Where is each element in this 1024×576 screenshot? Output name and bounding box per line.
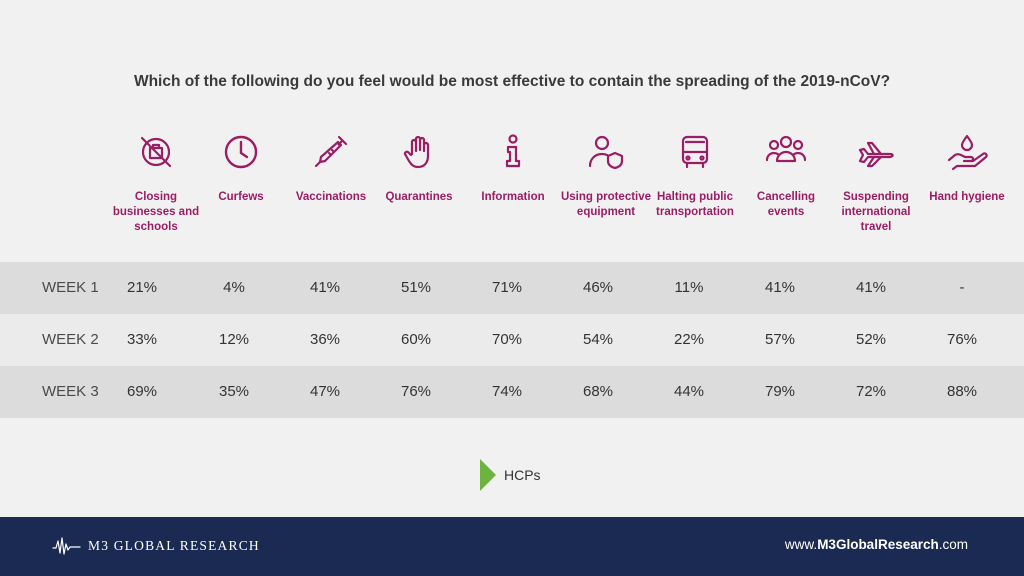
column-header-transport: Halting public transportation (649, 128, 741, 220)
table-cell: 35% (218, 383, 250, 400)
table-cell: 79% (764, 383, 796, 400)
legend: HCPs (480, 459, 541, 491)
table-cell: - (959, 279, 965, 296)
column-label: Vaccinations (295, 191, 367, 203)
table-cell: 88% (946, 383, 978, 400)
table-cell: 60% (400, 331, 432, 348)
triangle-icon (480, 459, 496, 491)
table-cell: 11% (674, 279, 704, 296)
legend-label: HCPs (504, 467, 541, 483)
table-cell: 12% (218, 331, 250, 348)
table-cell: 44% (673, 383, 705, 400)
table-cell: 4% (223, 279, 245, 296)
row-label: WEEK 2 (42, 331, 99, 348)
table-cell: 71% (491, 279, 523, 296)
user-shield-icon (582, 128, 630, 176)
column-label: Using protective equipment (560, 191, 652, 218)
syringe-icon (307, 128, 355, 176)
table-cell: 57% (764, 331, 796, 348)
column-label: Curfews (218, 191, 264, 203)
url-bold: M3GlobalResearch (817, 537, 939, 552)
column-label: Suspending international travel (841, 191, 911, 233)
hand-drop-icon (943, 128, 991, 176)
table-cell: 70% (491, 331, 523, 348)
table-row-week-3: WEEK 3 69% 35% 47% 76% 74% 68% 44% 79% 7… (0, 366, 1024, 418)
table-cell: 41% (764, 279, 796, 296)
column-header-protective: Using protective equipment (560, 128, 652, 220)
column-label: Information (481, 191, 545, 203)
url-suffix: .com (938, 537, 968, 552)
table-cell: 72% (855, 383, 887, 400)
column-header-vaccinations: Vaccinations (285, 128, 377, 205)
column-label: Closing businesses and schools (112, 191, 200, 233)
column-header-quarantines: Quarantines (373, 128, 465, 205)
table-cell: 33% (126, 331, 158, 348)
table-cell: 51% (400, 279, 432, 296)
table-cell: 21% (126, 279, 158, 296)
table-cell: 69% (126, 383, 158, 400)
table-cell: 74% (491, 383, 523, 400)
table-cell: 41% (855, 279, 887, 296)
url-prefix: www. (784, 537, 818, 552)
column-header-closing: Closing businesses and schools (110, 128, 202, 235)
waveform-icon (52, 537, 81, 555)
column-header-curfews: Curfews (195, 128, 287, 205)
info-icon (489, 128, 537, 176)
table-cell: 22% (673, 331, 705, 348)
table-row-week-2: WEEK 2 33% 12% 36% 60% 70% 54% 22% 57% 5… (0, 314, 1024, 366)
row-label: WEEK 1 (42, 279, 99, 296)
group-icon (762, 128, 810, 176)
website-url[interactable]: www.M3GlobalResearch.com (785, 537, 968, 552)
table-cell: 76% (946, 331, 978, 348)
bus-icon (671, 128, 719, 176)
table-cell: 47% (309, 383, 341, 400)
table-cell: 46% (582, 279, 614, 296)
column-header-events: Cancelling events (740, 128, 832, 220)
column-header-hygiene: Hand hygiene (921, 128, 1013, 205)
table-cell: 54% (582, 331, 614, 348)
column-label: Cancelling events (756, 191, 816, 218)
row-label: WEEK 3 (42, 383, 99, 400)
clock-icon (217, 128, 265, 176)
column-label: Halting public transportation (656, 191, 734, 218)
table-row-week-1: WEEK 1 21% 4% 41% 51% 71% 46% 11% 41% 41… (0, 262, 1024, 314)
column-header-travel: Suspending international travel (830, 128, 922, 235)
table-cell: 36% (309, 331, 341, 348)
column-header-information: Information (467, 128, 559, 205)
column-label: Quarantines (385, 191, 453, 203)
table-cell: 76% (400, 383, 432, 400)
no-entry-icon (132, 128, 180, 176)
table-cell: 52% (855, 331, 887, 348)
table-cell: 41% (309, 279, 341, 296)
column-label: Hand hygiene (929, 191, 1005, 203)
table-cell: 68% (582, 383, 614, 400)
brand-name: M3 GLOBAL RESEARCH (88, 538, 260, 553)
brand-logo: M3 GLOBAL RESEARCH (52, 534, 260, 558)
hand-stop-icon (395, 128, 443, 176)
airplane-icon (852, 128, 900, 176)
page-title: Which of the following do you feel would… (133, 73, 891, 90)
footer: M3 GLOBAL RESEARCH www.M3GlobalResearch.… (0, 517, 1024, 576)
